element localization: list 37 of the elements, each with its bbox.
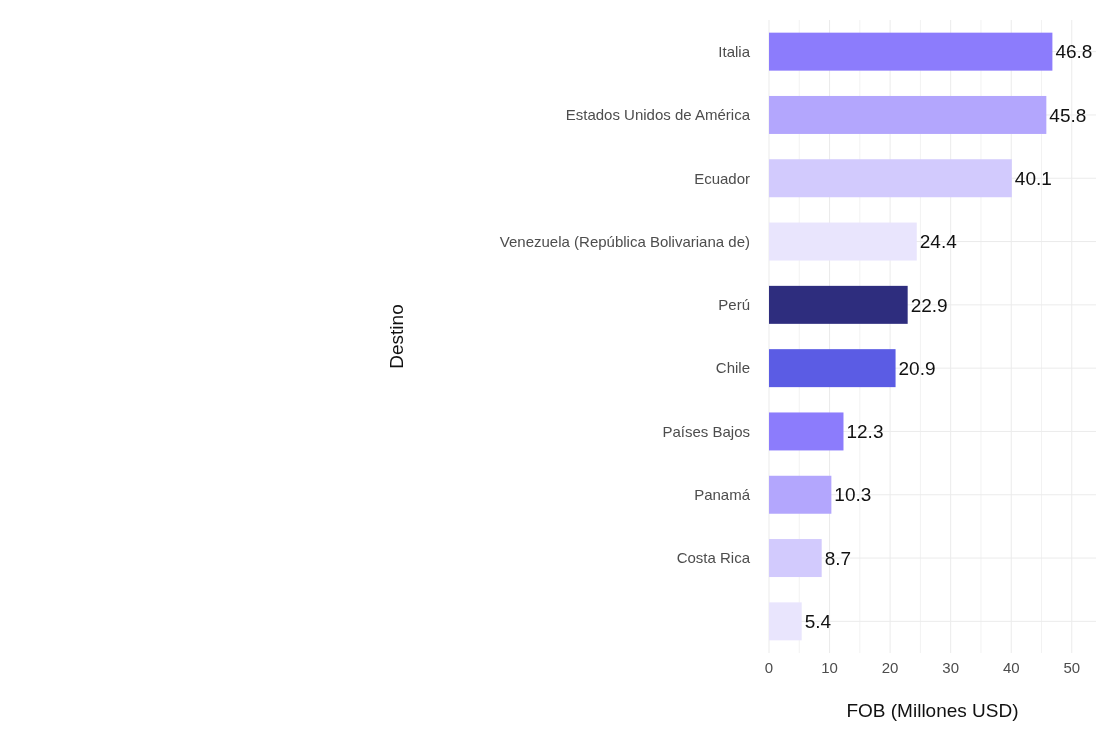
bar — [769, 475, 832, 514]
x-tick-label: 40 — [1002, 659, 1020, 676]
y-tick-label: Ecuador — [694, 169, 750, 187]
bar — [769, 285, 908, 324]
data-label: 10.3 — [834, 484, 872, 506]
y-tick-label: Chile — [715, 359, 750, 377]
bar — [769, 95, 1047, 134]
y-tick-label: Perú — [718, 296, 750, 314]
y-tick-label: Italia — [718, 42, 751, 60]
x-axis-title: FOB (Millones USD) — [846, 700, 1019, 721]
data-label: 40.1 — [1014, 167, 1052, 189]
y-tick-label: Panamá — [694, 486, 751, 503]
data-label: 45.8 — [1049, 104, 1087, 126]
y-axis-title: Destino — [386, 304, 407, 369]
bar — [769, 412, 844, 451]
y-tick-label: Venezuela (República Bolivariana de) — [499, 232, 750, 250]
y-tick-label: Costa Rica — [676, 549, 751, 567]
data-label: 20.9 — [898, 357, 936, 379]
bar — [769, 222, 917, 261]
data-label: 12.3 — [846, 421, 884, 443]
bar — [769, 349, 896, 388]
data-label: 22.9 — [910, 294, 948, 316]
data-label: 5.4 — [804, 611, 832, 632]
x-tick-label: 0 — [764, 659, 774, 676]
x-tick-label: 20 — [881, 659, 899, 676]
x-tick-label: 30 — [942, 659, 960, 676]
x-tick-label: 50 — [1063, 659, 1081, 676]
y-tick-label: Países Bajos — [662, 422, 750, 440]
x-tick-label: 10 — [821, 659, 838, 676]
y-tick-label: Estados Unidos de América — [565, 106, 751, 124]
bar — [769, 32, 1053, 71]
data-label: 24.4 — [919, 231, 958, 253]
bar — [769, 539, 822, 578]
data-label: 46.8 — [1055, 41, 1093, 63]
bar — [769, 159, 1012, 198]
bar — [769, 602, 802, 641]
data-label: 8.7 — [824, 547, 852, 569]
